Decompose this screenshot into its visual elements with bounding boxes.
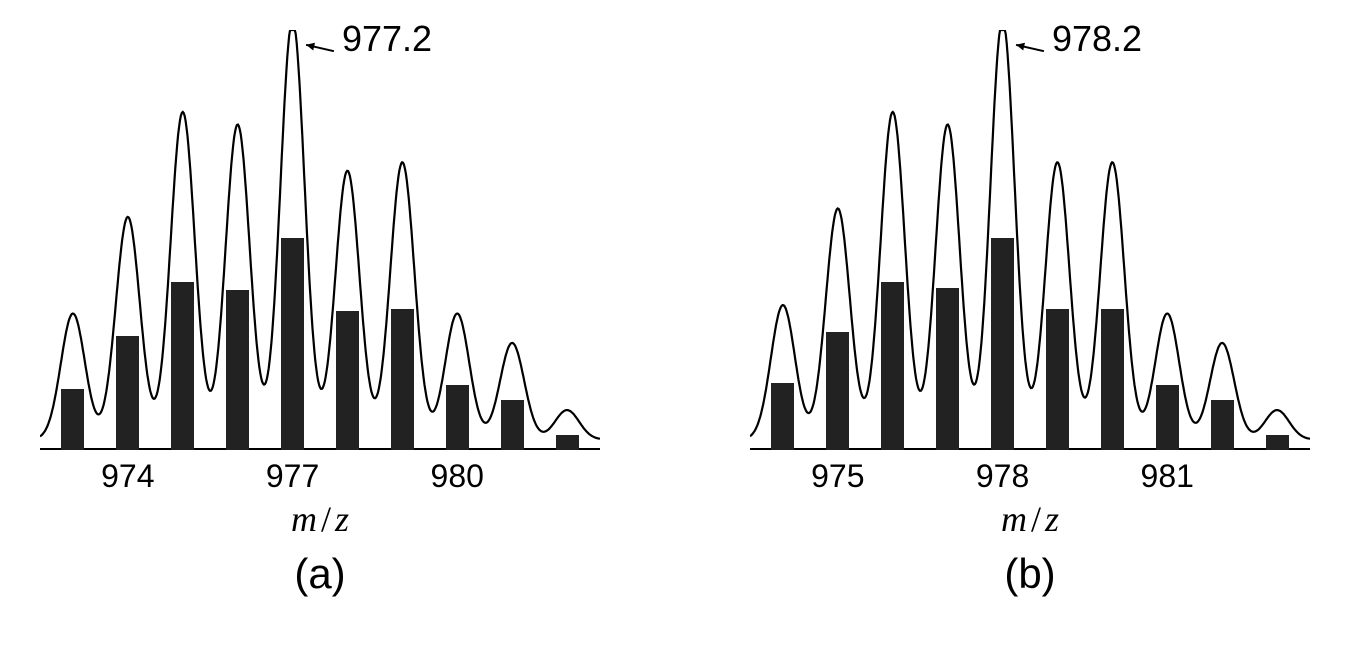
spectrum-bar <box>116 336 139 450</box>
axis-label-z: z <box>1045 499 1059 539</box>
peak-label-a: 977.2 <box>342 18 432 60</box>
x-tick-label: 974 <box>101 458 154 495</box>
spectrum-bar <box>991 238 1014 450</box>
spectrum-bar <box>1046 309 1069 450</box>
x-axis-label-a: m/z <box>40 498 600 540</box>
peak-arrow-b <box>1010 28 1050 68</box>
spectrum-bar <box>226 290 249 450</box>
spectrum-bar <box>556 435 579 450</box>
panel-b: 978.2 m/z (b) 975978981 <box>750 30 1310 450</box>
spectrum-bar <box>1211 400 1234 450</box>
spectrum-bar <box>1101 309 1124 450</box>
spectrum-bar <box>61 389 84 450</box>
spectrum-bar <box>391 309 414 450</box>
spectrum-bar <box>881 282 904 450</box>
spectrum-bar <box>446 385 469 450</box>
panel-label-a: (a) <box>40 550 600 598</box>
spectrum-bar <box>281 238 304 450</box>
spectrum-bar <box>1266 435 1289 450</box>
x-tick-label: 977 <box>266 458 319 495</box>
spectrum-bar <box>171 282 194 450</box>
axis-label-m: m <box>1001 499 1027 539</box>
axis-label-slash: / <box>1027 499 1045 539</box>
peak-arrow-a <box>300 28 340 68</box>
spectrum-bar <box>826 332 849 450</box>
panel-label-b: (b) <box>750 550 1310 598</box>
figure: 977.2 m/z (a) 974977980 978.2 m/z (b) 97… <box>0 0 1363 666</box>
spectrum-bar <box>336 311 359 450</box>
spectrum-bar <box>936 288 959 450</box>
spectrum-bar <box>771 383 794 450</box>
axis-label-z: z <box>335 499 349 539</box>
x-tick-label: 981 <box>1141 458 1194 495</box>
spectrum-bar <box>501 400 524 450</box>
spectrum-bar <box>1156 385 1179 450</box>
plot-area-a <box>40 30 600 450</box>
panel-a: 977.2 m/z (a) 974977980 <box>40 30 600 450</box>
axis-label-slash: / <box>317 499 335 539</box>
peak-label-b: 978.2 <box>1052 18 1142 60</box>
x-tick-label: 980 <box>431 458 484 495</box>
plot-area-b <box>750 30 1310 450</box>
x-tick-label: 978 <box>976 458 1029 495</box>
x-tick-label: 975 <box>811 458 864 495</box>
x-axis-label-b: m/z <box>750 498 1310 540</box>
axis-label-m: m <box>291 499 317 539</box>
